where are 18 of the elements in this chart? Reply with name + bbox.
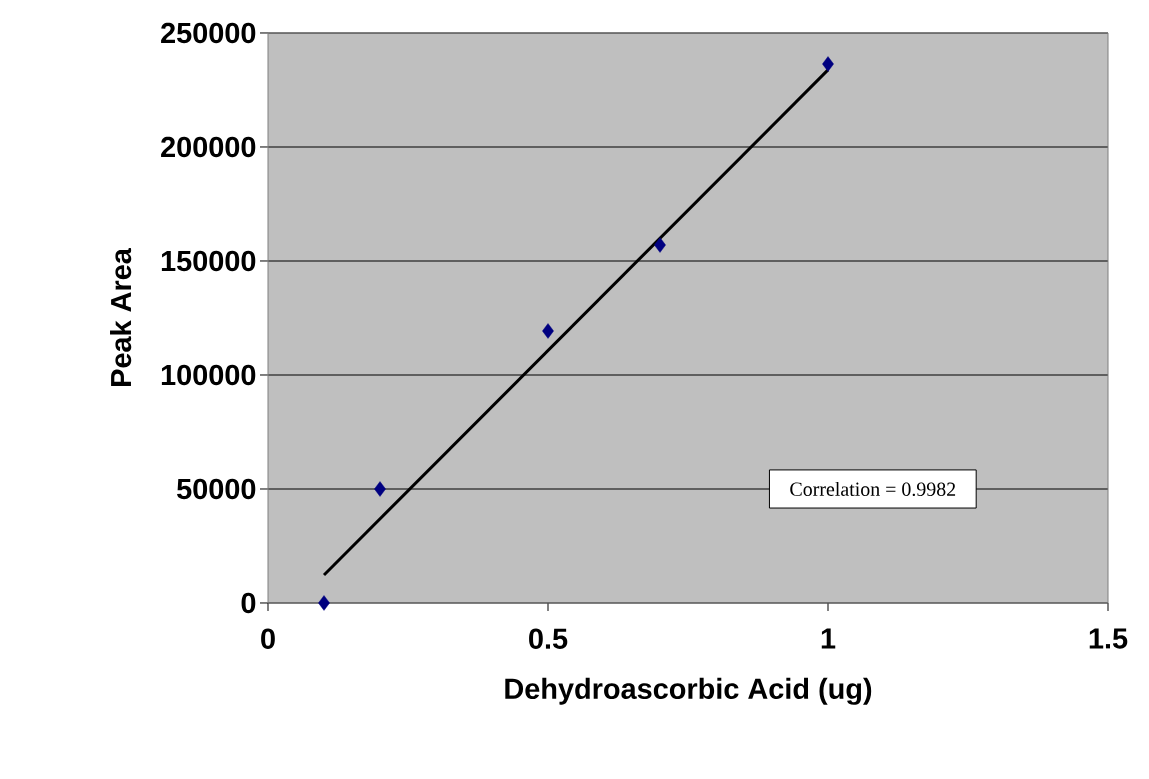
point (542, 323, 554, 339)
x-tick-label: 0.5 (529, 628, 568, 649)
y-tick-label: 50000 (177, 478, 256, 500)
x-axis-title: Dehydroascorbic Acid (ug) (505, 677, 872, 705)
y-tick-label: 150000 (161, 250, 256, 272)
y-axis-title: Peak Area (110, 247, 132, 386)
y-tick-label: 100000 (161, 364, 256, 386)
point (654, 237, 666, 253)
y-tick-label: 0 (241, 592, 256, 614)
y-tick-label: 200000 (161, 136, 256, 158)
y-tick-label: 250000 (161, 22, 256, 44)
annotation: Correlation = 0.9982 (790, 481, 956, 497)
point (374, 481, 386, 497)
x-tick-label: 1.5 (1089, 628, 1128, 649)
point (318, 595, 330, 611)
x-tick-label: 0 (261, 628, 275, 649)
point (822, 56, 834, 72)
x-tick-label: 1 (821, 628, 836, 649)
